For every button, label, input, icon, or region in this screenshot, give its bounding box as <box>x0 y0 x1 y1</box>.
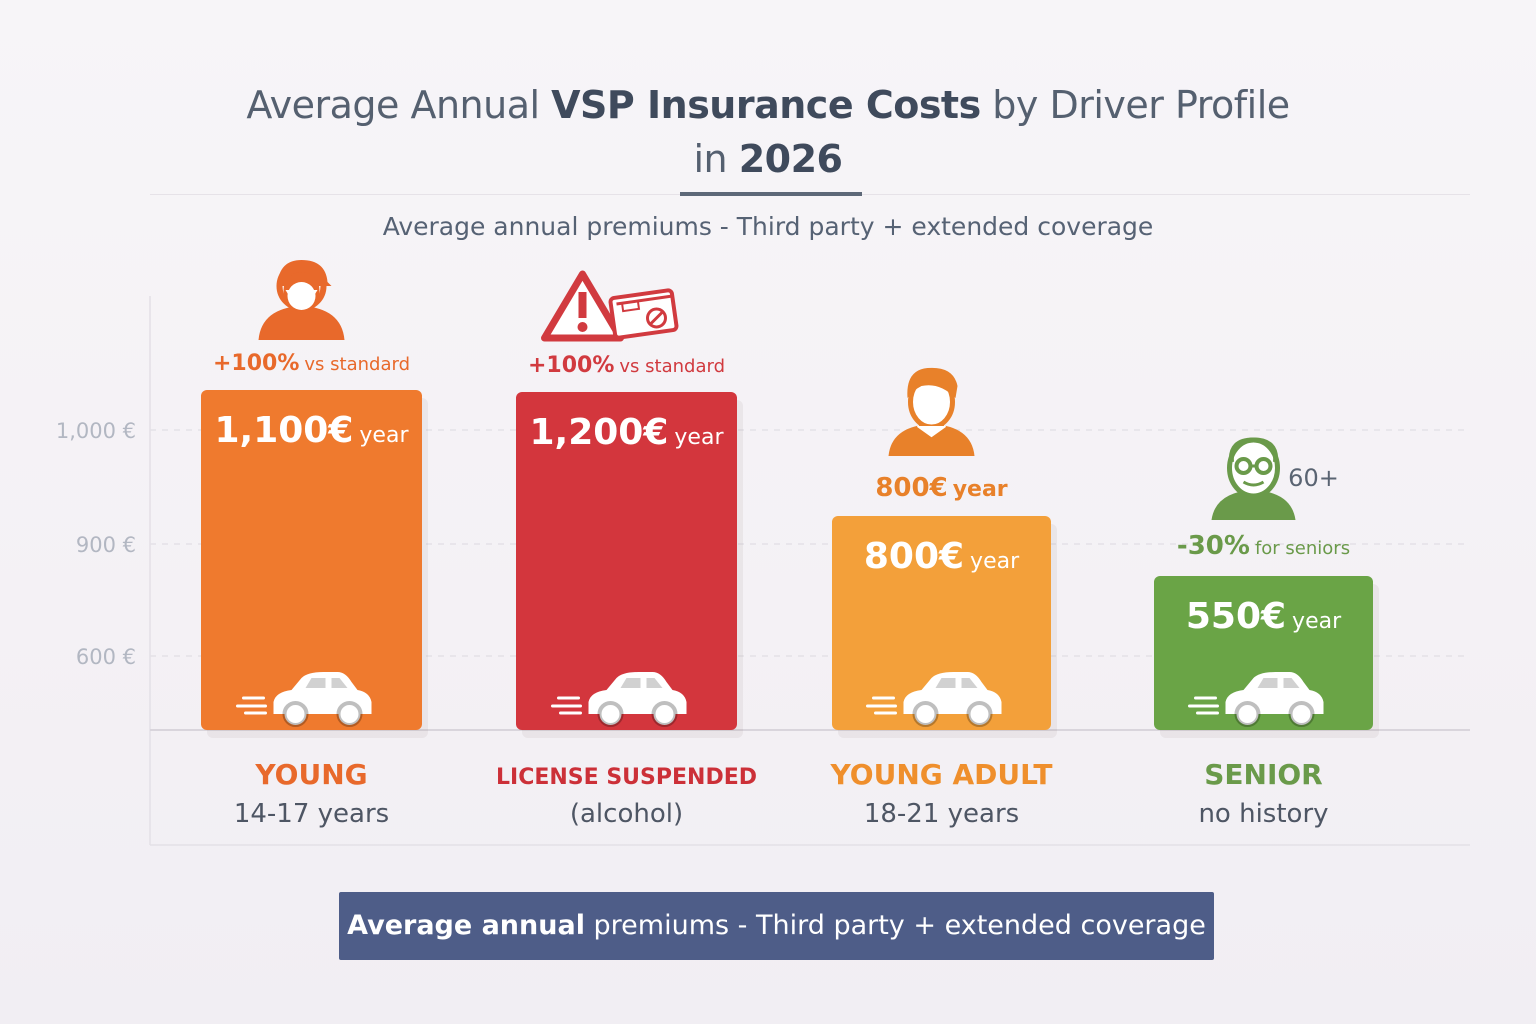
x-category-sublabel: no history <box>1198 799 1328 829</box>
x-category-label: LICENSE SUSPENDED <box>496 765 757 790</box>
young-driver-icon <box>258 260 345 340</box>
bar-group-license-suspended: 1,200€ year +100% vs standard LICENSE SUSPEN… <box>496 270 757 829</box>
young-adult-icon <box>888 367 975 456</box>
bar-value-label: 550€ year <box>1186 596 1342 637</box>
x-category-sublabel: 18-21 years <box>864 799 1019 829</box>
bar-license-suspended <box>516 392 737 730</box>
x-category-sublabel: (alcohol) <box>570 799 683 829</box>
x-category-label: YOUNG <box>254 758 367 791</box>
bar-senior <box>1154 576 1373 730</box>
bar-annotation: -30% for seniors <box>1177 531 1350 561</box>
warning-license-icon <box>541 270 679 342</box>
bar-value-label: 800€ year <box>864 536 1020 577</box>
senior-icon <box>1211 437 1296 520</box>
x-category-label: SENIOR <box>1204 758 1323 791</box>
bar-value-label: 1,200€ year <box>529 412 724 453</box>
y-tick-label: 1,000 € <box>56 419 136 443</box>
bar-group-senior: 550€ year 60+ -30% for seniors SENIOR no histo… <box>1154 437 1379 829</box>
chart-title: Average Annual VSP Insurance Costs by Dr… <box>246 83 1290 181</box>
title-underline <box>680 192 862 196</box>
bar-group-young: 1,100€ year +100% vs standard YOUNG 14-17 yea… <box>201 260 428 829</box>
x-category-sublabel: 14-17 years <box>234 799 389 829</box>
chart-subtitle: Average annual premiums - Third party + … <box>382 212 1154 241</box>
bar-young <box>201 390 422 730</box>
bar-annotation: +100% vs standard <box>528 353 725 378</box>
footer-banner: Average annual premiums - Third party + … <box>339 892 1214 960</box>
y-tick-label: 900 € <box>76 533 136 557</box>
car-icon <box>866 672 1002 727</box>
x-category-label: YOUNG ADULT <box>830 758 1053 791</box>
bar-group-young-adult: 800€ year 800€ year YOUNG ADULT 18-21 years <box>830 367 1057 829</box>
bar-value-label: 1,100€ year <box>214 410 409 451</box>
car-icon <box>551 672 687 727</box>
car-icon <box>1188 672 1324 727</box>
age-label: 60+ <box>1288 464 1339 492</box>
bar-annotation: 800€ year <box>875 473 1007 503</box>
bar-young-adult <box>832 516 1051 730</box>
car-icon <box>236 672 372 727</box>
y-tick-label: 600 € <box>76 645 136 669</box>
bar-annotation: +100% vs standard <box>213 351 410 376</box>
